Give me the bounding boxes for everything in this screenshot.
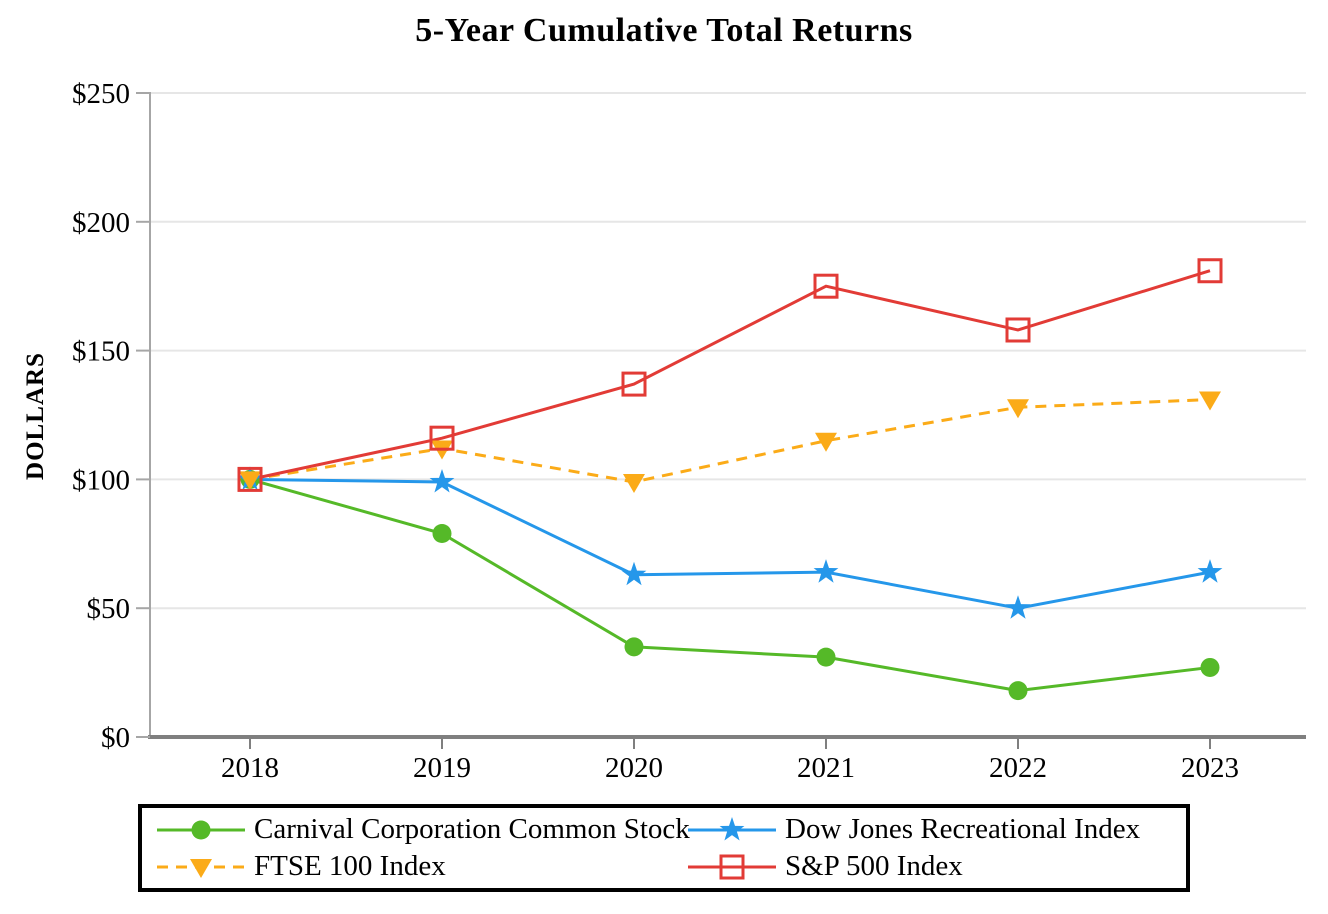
circle-marker-icon (191, 820, 211, 839)
x-tick-label: 2023 (1181, 752, 1239, 784)
x-tick-label: 2018 (221, 752, 279, 784)
y-tick-label: $250 (72, 78, 130, 110)
x-tick-label: 2020 (605, 752, 663, 784)
circle-marker-icon (1008, 681, 1028, 701)
legend-label: Dow Jones Recreational Index (785, 813, 1141, 845)
chart-title: 5-Year Cumulative Total Returns (415, 12, 913, 49)
triangle-down-marker-icon (239, 471, 261, 491)
y-tick-label: $50 (87, 593, 131, 625)
star-marker-icon (1005, 595, 1031, 619)
square-marker-icon (813, 273, 839, 299)
y-tick-label: $150 (72, 336, 130, 368)
legend-sample-triangle-down-icon (157, 858, 245, 878)
legend-item: Dow Jones Recreational Index (686, 814, 1186, 846)
square-marker-icon (719, 854, 745, 879)
legend-item: S&P 500 Index (686, 851, 1186, 883)
x-tick-label: 2019 (413, 752, 471, 784)
circle-marker-icon (624, 637, 644, 657)
circle-marker-icon (816, 647, 836, 667)
series-line-square-open (249, 269, 1211, 481)
legend-label: S&P 500 Index (785, 850, 963, 882)
triangle-down-marker-icon (1007, 399, 1029, 419)
triangle-down-marker-icon (1199, 391, 1221, 411)
star-marker-icon (1197, 559, 1223, 583)
legend-box: Carnival Corporation Common Stock Dow Jon… (138, 804, 1190, 892)
series-line-star (249, 477, 1211, 610)
star-marker-icon (429, 469, 455, 493)
y-tick-label: $0 (101, 722, 130, 754)
x-tick-label: 2021 (797, 752, 855, 784)
star-marker-icon (621, 561, 647, 586)
y-tick-label: $100 (72, 464, 130, 496)
square-marker-icon (621, 371, 647, 397)
legend-sample-square-open-icon (688, 854, 776, 879)
triangle-down-marker-icon (190, 858, 212, 878)
square-marker-icon (1005, 317, 1031, 343)
legend-sample-circle-icon (157, 820, 245, 839)
legend-item: Carnival Corporation Common Stock (155, 814, 690, 846)
square-marker-icon (429, 425, 455, 451)
star-marker-icon (813, 559, 839, 583)
circle-marker-icon (432, 523, 452, 543)
series-line-circle (249, 477, 1211, 693)
legend-label: Carnival Corporation Common Stock (254, 813, 690, 845)
series-line-triangle-down (249, 398, 1211, 484)
y-tick-label: $200 (72, 207, 130, 239)
triangle-down-marker-icon (815, 432, 837, 452)
square-marker-icon (237, 466, 263, 492)
triangle-down-marker-icon (623, 473, 645, 493)
x-tick-label: 2022 (989, 752, 1047, 784)
legend-sample-star-icon (688, 816, 776, 840)
legend-label: FTSE 100 Index (254, 850, 446, 882)
square-marker-icon (1197, 258, 1223, 284)
legend-item: FTSE 100 Index (155, 851, 686, 883)
star-marker-icon (719, 816, 745, 840)
circle-marker-icon (1200, 657, 1220, 677)
